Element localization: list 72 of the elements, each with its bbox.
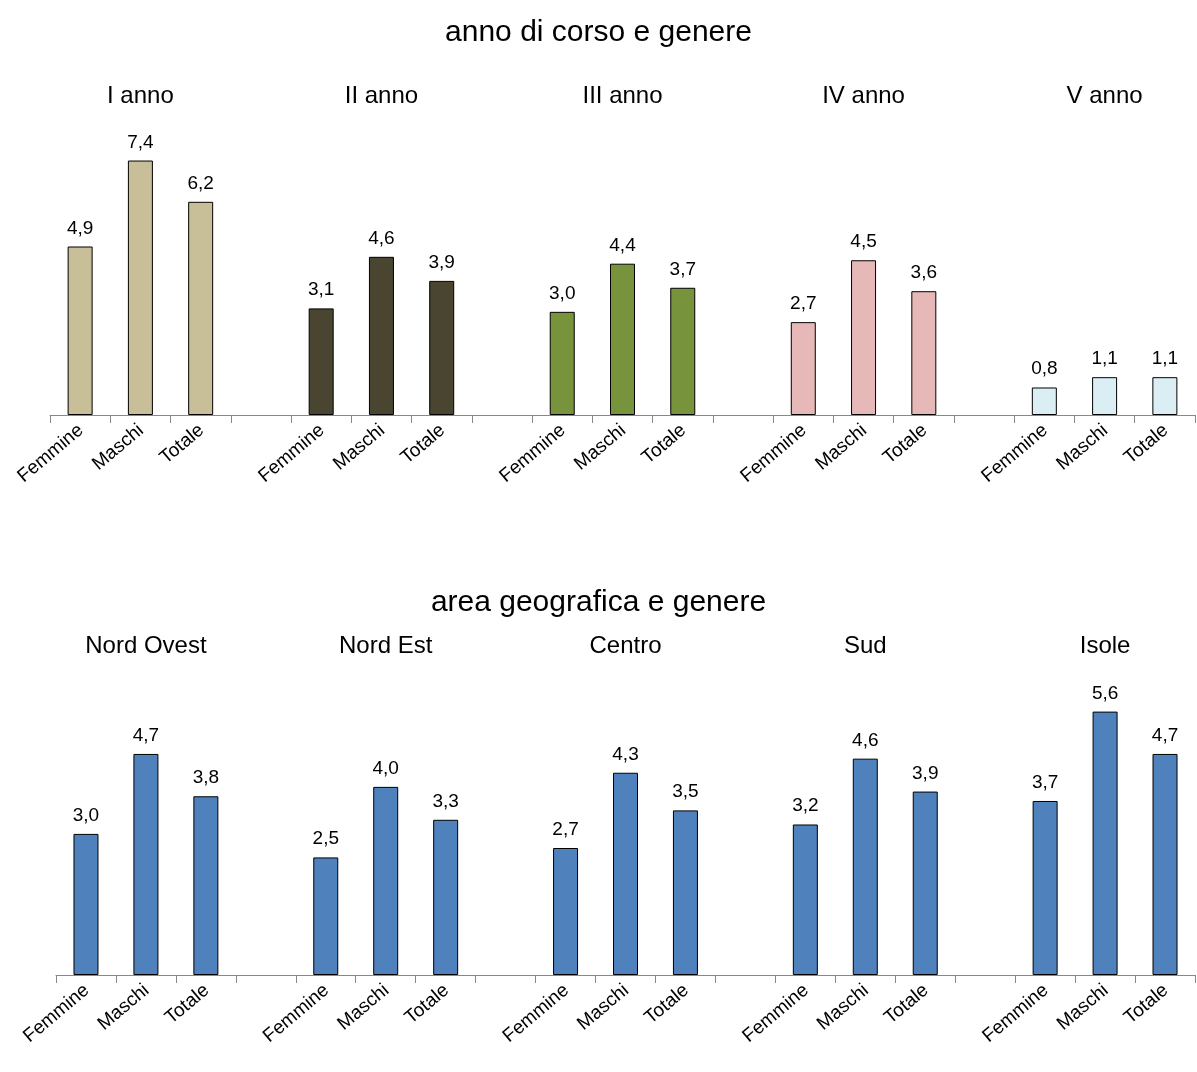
bar (549, 311, 575, 415)
text: Sud (843, 630, 887, 658)
data-label: 3,8 (192, 766, 220, 788)
data-label: 3,6 (910, 261, 938, 283)
bar (188, 201, 214, 415)
bar (1152, 753, 1178, 975)
data-label: 3,9 (428, 250, 455, 272)
data-label: 4,3 (612, 742, 639, 764)
text: Nord Est (339, 630, 433, 658)
bar (1092, 711, 1118, 975)
bar (313, 857, 339, 975)
bar (912, 791, 938, 975)
bar (1031, 387, 1057, 415)
bar (73, 833, 99, 975)
data-label: 3,7 (1031, 770, 1059, 792)
data-label: 2,7 (552, 818, 579, 840)
bar (368, 256, 394, 415)
data-label: 6,2 (187, 171, 214, 193)
text: II anno (344, 80, 419, 108)
bar (851, 260, 877, 415)
text: I anno (107, 80, 174, 108)
data-label: 3,0 (549, 281, 576, 303)
text: Isole (1079, 630, 1131, 658)
data-label: 4,6 (852, 728, 879, 750)
data-label: 4,9 (66, 216, 94, 238)
data-label: 3,7 (669, 257, 696, 279)
data-label: 0,8 (1031, 357, 1058, 379)
chart-title: area geografica e genere (430, 583, 767, 617)
bar (792, 824, 818, 975)
data-label: 3,0 (72, 803, 100, 825)
bar (1092, 377, 1118, 415)
data-label: 4,5 (850, 230, 877, 252)
text: Centro (589, 630, 662, 658)
chart-title: anno di corso e genere (445, 13, 752, 47)
bar (553, 848, 579, 975)
bar (852, 758, 878, 975)
data-label: 2,7 (790, 292, 817, 314)
bar (613, 772, 638, 975)
data-label: 7,4 (127, 130, 155, 152)
bar (127, 160, 153, 415)
bar (1152, 377, 1178, 415)
bar (670, 287, 696, 415)
bar (1032, 800, 1058, 975)
data-label: 4,6 (368, 226, 395, 248)
text: IV anno (822, 80, 905, 108)
data-label: 1,1 (1151, 347, 1179, 369)
data-label: 1,1 (1091, 347, 1118, 369)
bar (133, 753, 159, 975)
bar (433, 819, 459, 975)
data-label: 4,7 (132, 723, 160, 745)
data-label: 4,7 (1151, 723, 1179, 745)
bar (193, 796, 219, 975)
bar (373, 786, 399, 975)
data-label: 3,5 (672, 780, 699, 802)
bar (308, 308, 334, 415)
data-label: 5,6 (1091, 681, 1119, 703)
bar (67, 246, 93, 415)
data-label: 4,4 (609, 233, 637, 255)
bar (429, 280, 455, 415)
data-label: 3,9 (912, 761, 939, 783)
data-label: 4,0 (372, 756, 399, 778)
data-label: 3,3 (432, 789, 459, 811)
text: III anno (582, 80, 663, 108)
bar (911, 291, 937, 415)
bar (672, 810, 698, 975)
data-label: 2,5 (312, 827, 339, 849)
data-label: 3,1 (307, 278, 335, 300)
text: V anno (1066, 80, 1143, 108)
data-label: 3,2 (792, 794, 819, 816)
bar (610, 263, 635, 415)
bar (790, 322, 816, 415)
text: Nord Ovest (85, 630, 207, 658)
